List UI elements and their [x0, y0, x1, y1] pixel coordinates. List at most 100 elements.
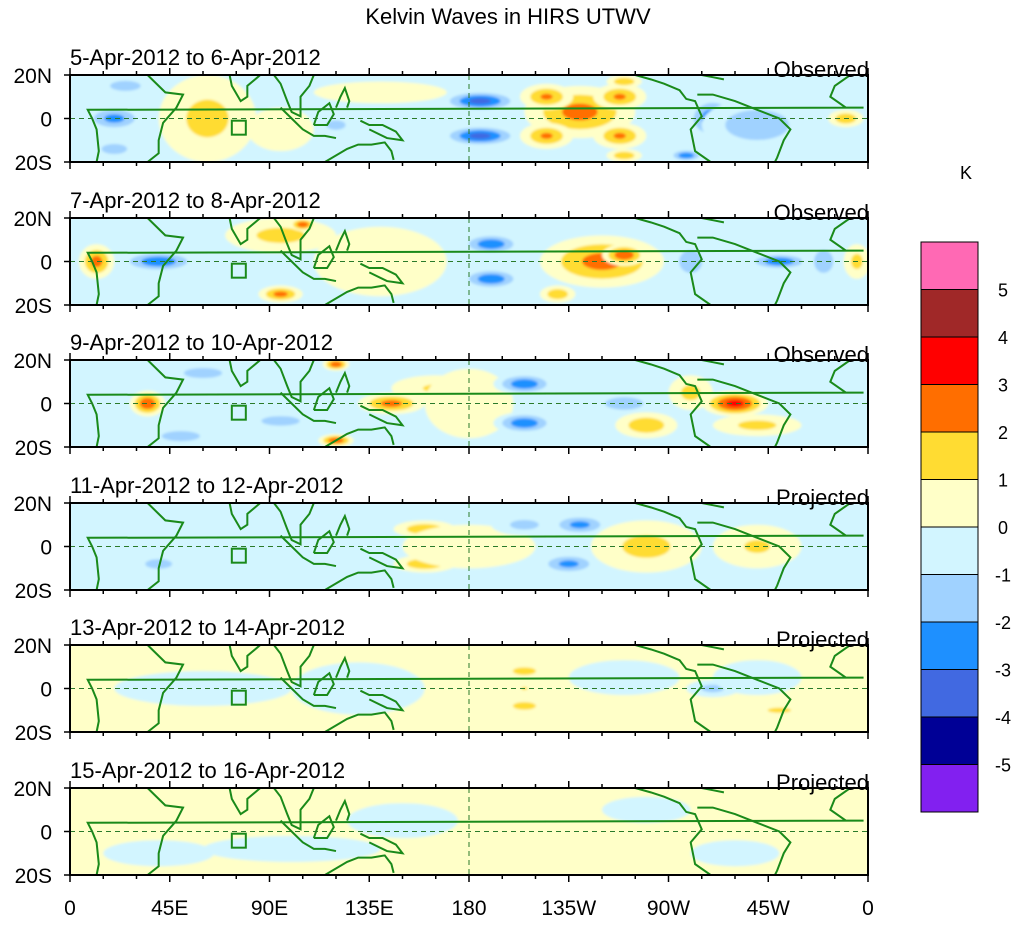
y-tick-label: 20N	[13, 208, 52, 231]
colorbar-swatch	[920, 479, 979, 528]
coastline	[228, 75, 262, 103]
anomaly-contour	[547, 289, 568, 300]
x-tick-label: 180	[451, 897, 486, 920]
anomaly-contour	[180, 529, 314, 551]
y-tick-label: 20N	[13, 350, 52, 373]
coastline	[86, 218, 864, 305]
coastline	[273, 218, 315, 261]
coastline	[279, 249, 337, 283]
coastline	[228, 360, 262, 388]
anomaly-contour	[380, 400, 403, 407]
panel-date-range: 7-Apr-2012 to 8-Apr-2012	[70, 188, 321, 213]
coastline	[228, 788, 262, 816]
coastline	[228, 218, 262, 246]
anomaly-contour	[469, 132, 491, 139]
anomaly-contour	[477, 274, 505, 284]
anomaly-contour	[114, 671, 292, 706]
coastline	[273, 645, 315, 688]
anomaly-contour	[613, 77, 635, 86]
anomaly-contour	[690, 840, 780, 867]
colorbar-label: 0	[998, 518, 1008, 538]
panel-date-range: 13-Apr-2012 to 14-Apr-2012	[70, 615, 345, 640]
panel-date-range: 15-Apr-2012 to 16-Apr-2012	[70, 758, 345, 783]
anomaly-contour	[477, 239, 505, 249]
coastline	[228, 503, 262, 531]
anomaly-contour	[613, 93, 626, 100]
y-tick-label: 20S	[15, 865, 52, 888]
y-tick-label: 20S	[15, 152, 52, 175]
coastline	[359, 119, 405, 142]
x-tick-label: 90W	[647, 897, 690, 920]
colorbar-swatch	[920, 384, 979, 433]
anomaly-contour	[110, 80, 141, 91]
x-tick-label: 45E	[151, 897, 188, 920]
coastline	[279, 534, 337, 568]
anomaly-contour	[737, 420, 777, 430]
anomaly-contour	[145, 559, 173, 569]
colorbar-swatch	[920, 336, 979, 385]
region-box	[230, 262, 247, 279]
coastline	[146, 360, 185, 447]
anomaly-contour	[614, 250, 634, 260]
coastline	[335, 370, 351, 394]
coastline	[273, 360, 315, 403]
anomaly-contour	[605, 397, 644, 410]
anomaly-contour	[104, 114, 125, 123]
anomaly-contour	[602, 796, 691, 823]
coastline	[324, 854, 395, 875]
panel-status: Observed	[774, 200, 869, 225]
x-tick-label: 135W	[541, 897, 596, 920]
coastline	[86, 360, 864, 447]
panel-date-range: 5-Apr-2012 to 6-Apr-2012	[70, 45, 321, 70]
anomaly-contour	[326, 120, 346, 130]
colorbar-swatch	[920, 574, 979, 623]
anomaly-contour	[540, 132, 553, 139]
coastline	[335, 798, 351, 822]
y-tick-label: 20N	[13, 65, 52, 88]
colorbar-label: 2	[998, 423, 1008, 443]
coastline	[86, 645, 864, 732]
region-box	[230, 119, 247, 136]
panel-5: 20N 0 20S 13-Apr-2012 to 14-Apr-2012 Project…	[13, 615, 869, 745]
panel-3: 20N 0 20S 9-Apr-2012 to 10-Apr-2012 Observed	[13, 330, 869, 460]
colorbar-swatch	[920, 716, 979, 765]
anomaly-contour	[183, 368, 223, 379]
y-tick-label: 20S	[15, 580, 52, 603]
panel-status: Observed	[774, 57, 869, 82]
panel-1: 20N 0 20S 5-Apr-2012 to 6-Apr-2012 Observed	[13, 45, 869, 175]
y-tick-label: 20N	[13, 778, 52, 801]
x-tick-label: 135E	[345, 897, 394, 920]
coastline	[86, 503, 864, 590]
x-tick-label: 0	[64, 897, 76, 920]
chart-title: Kelvin Waves in HIRS UTWV	[365, 4, 651, 29]
coastline	[146, 75, 185, 162]
anomaly-contour	[261, 416, 300, 426]
panel-status: Projected	[776, 485, 869, 510]
colorbar-label: 3	[998, 376, 1008, 396]
panel-4: 20N 0 20S 11-Apr-2012 to 12-Apr-2012 Project…	[13, 473, 869, 603]
colorbar-label: -1	[995, 566, 1011, 586]
x-tick-label: 0	[862, 897, 874, 920]
coastline	[359, 689, 405, 712]
panel-date-range: 9-Apr-2012 to 10-Apr-2012	[70, 330, 333, 355]
panel-2: 20N 0 20S 7-Apr-2012 to 8-Apr-2012 Observed	[13, 188, 869, 318]
coastline	[146, 218, 185, 305]
anomaly-contour	[767, 707, 791, 713]
coastline	[697, 806, 792, 875]
coastline	[697, 236, 792, 305]
coastline	[279, 819, 337, 853]
panel-status: Projected	[776, 770, 869, 795]
coastline	[324, 284, 395, 305]
colorbar: 5 4 3 2 1 0 -1 -2 -3 -4 -5	[920, 241, 1011, 813]
y-tick-label: 0	[40, 822, 52, 845]
anomaly-contour	[558, 560, 579, 568]
y-tick-label: 20S	[15, 437, 52, 460]
anomaly-contour	[613, 151, 635, 160]
anomaly-contour	[725, 110, 790, 141]
y-tick-label: 0	[40, 679, 52, 702]
anomaly-contour	[512, 702, 536, 710]
x-tick-label: 45W	[747, 897, 790, 920]
anomaly-contour	[613, 132, 626, 139]
panel-status: Observed	[774, 342, 869, 367]
